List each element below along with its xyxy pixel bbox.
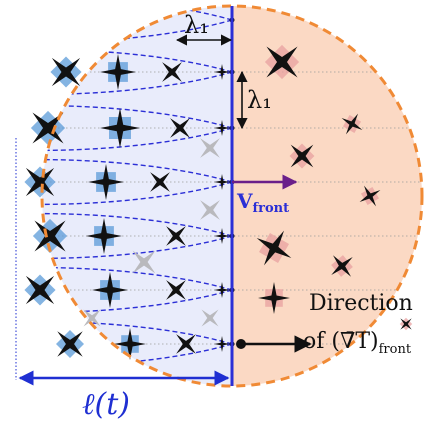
solid-crystal — [55, 329, 85, 359]
liquid-crystal — [289, 143, 315, 169]
dendrite-envelope — [42, 104, 233, 152]
dendrite-envelope — [42, 212, 233, 260]
liquid-crystal — [341, 113, 363, 135]
solid-crystal — [214, 336, 230, 352]
solid-crystal — [150, 172, 170, 192]
lambda-horizontal-label: λ₁ — [184, 11, 209, 39]
solid-crystal — [32, 218, 68, 254]
solid-crystal — [214, 228, 230, 244]
solid-crystal — [24, 274, 56, 306]
solid-crystal — [166, 280, 186, 300]
liquid-crystal — [258, 282, 290, 314]
crystals — [24, 44, 413, 360]
solid-crystal — [114, 328, 146, 360]
solid-crystal — [214, 174, 230, 190]
solid-crystal — [86, 218, 122, 254]
solid-crystal — [214, 282, 230, 298]
length-label: ℓ(t) — [82, 387, 130, 422]
ghost-crystals — [83, 138, 220, 327]
solid-crystal — [92, 272, 128, 308]
solid-crystal — [176, 334, 196, 354]
ghost-crystal — [132, 250, 156, 274]
domain-circle — [40, 4, 424, 388]
velocity-label: Vfront — [236, 189, 289, 216]
dendrite-envelope — [42, 158, 233, 206]
direction-label-line1: Direction — [309, 291, 413, 316]
ghost-crystal — [201, 309, 219, 327]
liquid-crystal — [359, 185, 381, 207]
liquid-crystal — [256, 230, 292, 266]
direction-label-line2: of (∇̄T)front — [303, 329, 412, 357]
solid-crystal — [50, 56, 82, 88]
ghost-crystal — [83, 309, 101, 327]
solid-crystal — [100, 108, 140, 148]
ghost-crystal — [200, 200, 220, 220]
solid-crystal — [166, 226, 186, 246]
solid-crystal — [214, 64, 230, 80]
dendrite-envelope — [42, 48, 233, 96]
solid-crystal — [100, 54, 136, 90]
liquid-crystal — [264, 44, 300, 80]
dendrite-envelope — [42, 266, 233, 314]
solid-crystal — [214, 120, 230, 136]
liquid-crystal — [331, 255, 353, 277]
solid-crystal — [162, 62, 182, 82]
solid-crystal — [88, 164, 124, 200]
solid-crystal — [30, 110, 66, 146]
solid-crystal — [24, 166, 56, 198]
lambda-vertical-label: λ₁ — [247, 86, 272, 114]
liquid-crystal — [399, 317, 413, 331]
ghost-crystal — [200, 138, 220, 158]
solid-crystal — [170, 118, 190, 138]
